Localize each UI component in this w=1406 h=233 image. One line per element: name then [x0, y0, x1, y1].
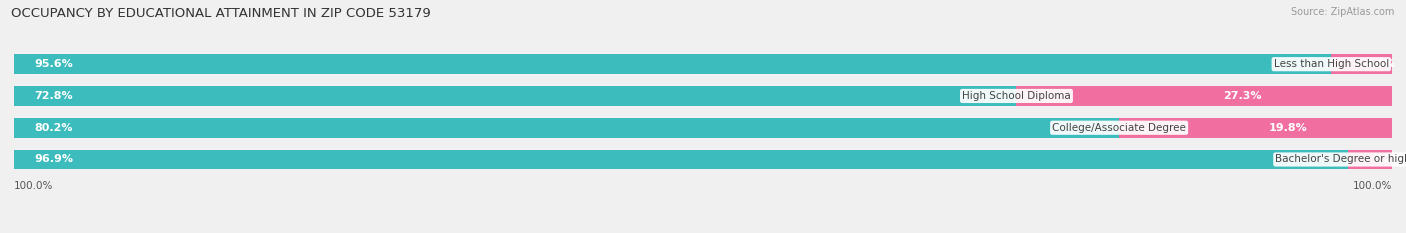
Bar — [14, 86, 1392, 106]
Text: 19.8%: 19.8% — [1270, 123, 1308, 133]
Text: 96.9%: 96.9% — [35, 154, 73, 164]
Text: OCCUPANCY BY EDUCATIONAL ATTAINMENT IN ZIP CODE 53179: OCCUPANCY BY EDUCATIONAL ATTAINMENT IN Z… — [11, 7, 432, 20]
Bar — [1348, 150, 1392, 169]
Text: Source: ZipAtlas.com: Source: ZipAtlas.com — [1291, 7, 1395, 17]
Text: 27.3%: 27.3% — [1223, 91, 1261, 101]
Text: 3.2%: 3.2% — [1372, 154, 1403, 164]
Text: 80.2%: 80.2% — [35, 123, 73, 133]
Text: Less than High School: Less than High School — [1274, 59, 1389, 69]
Bar — [14, 150, 1392, 169]
Bar — [14, 118, 1119, 137]
Bar — [1015, 86, 1392, 106]
Text: 72.8%: 72.8% — [35, 91, 73, 101]
Bar — [14, 150, 1350, 169]
Bar — [1119, 118, 1392, 137]
Bar — [14, 54, 1392, 74]
Text: High School Diploma: High School Diploma — [962, 91, 1071, 101]
Text: 100.0%: 100.0% — [1353, 181, 1392, 191]
Bar — [14, 118, 1392, 137]
Bar — [14, 86, 1017, 106]
Text: 4.4%: 4.4% — [1365, 59, 1396, 69]
Text: College/Associate Degree: College/Associate Degree — [1052, 123, 1187, 133]
Bar — [1331, 54, 1392, 74]
Text: 95.6%: 95.6% — [35, 59, 73, 69]
Text: Bachelor's Degree or higher: Bachelor's Degree or higher — [1275, 154, 1406, 164]
Bar — [14, 54, 1331, 74]
Text: 100.0%: 100.0% — [14, 181, 53, 191]
